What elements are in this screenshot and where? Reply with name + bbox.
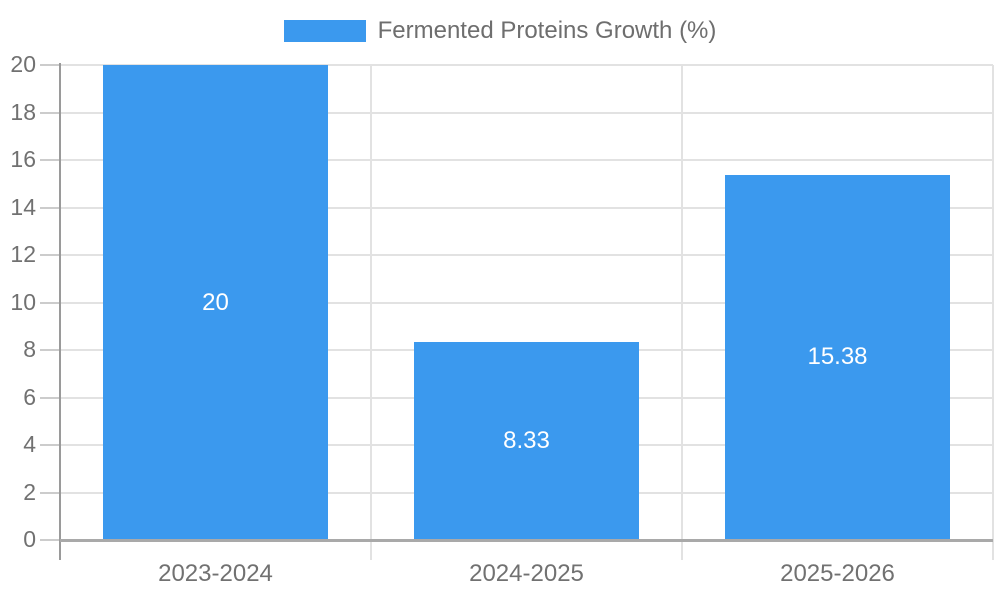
legend-label: Fermented Proteins Growth (%): [377, 17, 717, 44]
y-axis-tick: [40, 254, 60, 256]
y-axis-tick: [40, 491, 60, 494]
y-axis-label: 2: [23, 478, 36, 505]
y-axis-tick: [40, 349, 60, 351]
y-axis-label: 14: [10, 193, 36, 220]
category-boundary-gridline: [992, 65, 994, 560]
y-axis-tick: [40, 206, 60, 209]
bar-value-label: 20: [202, 288, 229, 316]
y-axis-tick: [40, 539, 60, 541]
y-axis-tick: [40, 159, 60, 161]
y-axis-line: [59, 63, 61, 560]
y-axis-tick: [40, 64, 60, 66]
category-boundary-gridline: [681, 65, 683, 560]
bar: [414, 342, 639, 540]
legend-color-swatch: [283, 20, 366, 42]
y-axis-label: 4: [23, 431, 36, 457]
y-axis-label: 6: [23, 383, 36, 410]
y-axis-tick: [40, 111, 60, 114]
y-gridline: [60, 159, 993, 161]
y-gridline: [60, 254, 993, 256]
y-gridline: [60, 111, 993, 114]
x-axis-baseline: [60, 538, 993, 542]
x-axis-label: 2023-2024: [158, 560, 273, 587]
y-axis-label: 20: [10, 51, 36, 77]
y-axis-tick: [40, 396, 60, 399]
y-axis-label: 8: [23, 336, 36, 362]
category-boundary-gridline: [370, 65, 372, 560]
legend: Fermented Proteins Growth (%): [0, 18, 1000, 44]
bar: [725, 174, 950, 540]
y-axis-tick: [40, 301, 60, 304]
y-axis-tick: [40, 444, 60, 446]
bar-value-label: 15.38: [807, 343, 868, 371]
y-axis-label: 16: [10, 146, 36, 172]
x-axis-label: 2025-2026: [780, 560, 895, 587]
y-gridline: [60, 301, 993, 304]
bar: [103, 65, 328, 540]
y-gridline: [60, 206, 993, 209]
y-gridline: [60, 64, 993, 66]
y-axis-label: 18: [10, 98, 36, 125]
y-axis-label: 0: [23, 526, 36, 552]
y-axis-label: 10: [10, 288, 36, 315]
y-axis-label: 12: [10, 241, 36, 267]
x-axis-label: 2024-2025: [469, 560, 584, 587]
bar-value-label: 8.33: [503, 427, 550, 455]
